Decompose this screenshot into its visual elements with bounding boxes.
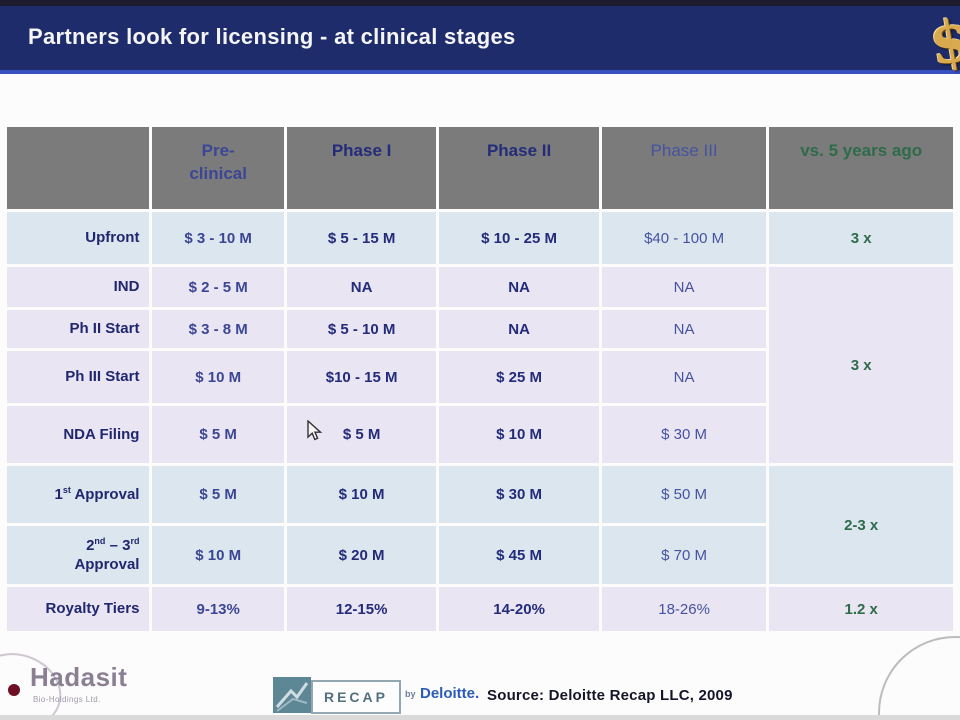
row-upfront: Upfront $ 3 - 10 M $ 5 - 15 M $ 10 - 25 M $4…	[7, 212, 953, 264]
slide-title: Partners look for licensing - at clinica…	[28, 24, 516, 49]
cell-ph2start-p3: NA	[601, 310, 767, 348]
row-ph2start: Ph II Start $ 3 - 8 M $ 5 - 10 M NA NA	[7, 310, 953, 348]
table-header-vs-5-years-ago: vs. 5 years ago	[769, 127, 953, 209]
row-app1: 1st Approval $ 5 M $ 10 M $ 30 M $ 50 M 2-3 x	[7, 466, 953, 584]
hadasit-tagline: Bio-Holdings Ltd.	[33, 695, 101, 704]
title-bar: Partners look for licensing - at clinica…	[0, 5, 960, 79]
row-label-royalty: Royalty Tiers	[7, 587, 150, 631]
cell-ind-pre: $ 2 - 5 M	[152, 267, 284, 307]
cell-ph3start-pre: $ 10 M	[152, 351, 284, 403]
cell-upfront-vs5years: 3 x	[769, 212, 953, 264]
top-video-strip	[0, 0, 960, 6]
cell-royalty-p3: 18-26%	[601, 587, 767, 631]
cell-app1-pre: $ 5 M	[152, 466, 284, 523]
source-text: Source: Deloitte Recap LLC, 2009	[487, 687, 733, 704]
table-header-phase-ii: Phase II	[439, 127, 599, 209]
cell-ph3start-p3: NA	[601, 351, 767, 403]
cell-ndafiling-pre: $ 5 M	[152, 406, 284, 463]
cell-ndafiling-p3: $ 30 M	[601, 406, 767, 463]
cell-ind-vs5years: 3 x	[769, 267, 953, 463]
cell-royalty-pre: 9-13%	[152, 587, 284, 631]
row-label-ind: IND	[7, 267, 150, 307]
table-header-phase-i: Phase I	[286, 127, 437, 209]
cell-upfront-pre: $ 3 - 10 M	[152, 212, 284, 264]
cell-ph2start-p2: NA	[439, 310, 599, 348]
recap-by-label: by	[405, 689, 416, 699]
table-header-row: Pre- clinical Phase I Phase II Phase III vs.…	[7, 127, 953, 209]
cell-app2-p1: $ 20 M	[286, 526, 437, 584]
cell-royalty-p1: 12-15%	[286, 587, 437, 631]
recap-wordmark: RECAP	[311, 680, 401, 714]
cell-upfront-p2: $ 10 - 25 M	[439, 212, 599, 264]
cell-app1-vs5years: 2-3 x	[769, 466, 953, 584]
row-ind: IND $ 2 - 5 M NA NA NA 3 x	[7, 267, 953, 463]
hadasit-logo: Hadasit	[30, 662, 128, 692]
cell-upfront-p3: $40 - 100 M	[601, 212, 767, 264]
row-ph3start: Ph III Start $ 10 M $10 - 15 M $ 25 M NA	[7, 351, 953, 403]
row-label-ndafiling: NDA Filing	[7, 406, 150, 463]
table-header-pre-clinical: Pre- clinical	[152, 127, 284, 209]
cell-ndafiling-p2: $ 10 M	[439, 406, 599, 463]
table-header-empty	[7, 127, 150, 209]
row-app2: 2nd – 3rd Approval $ 10 M $ 20 M $ 45 M $ 70 …	[7, 526, 953, 584]
dollar-sign-icon: $	[924, 5, 960, 79]
cell-ph3start-p2: $ 25 M	[439, 351, 599, 403]
cell-ph2start-p1: $ 5 - 10 M	[286, 310, 437, 348]
cell-app2-pre: $ 10 M	[152, 526, 284, 584]
cell-app1-p1: $ 10 M	[286, 466, 437, 523]
mouse-cursor	[305, 419, 325, 447]
row-label-ph2start: Ph II Start	[7, 310, 150, 348]
cell-ph3start-p1: $10 - 15 M	[286, 351, 437, 403]
recap-deloitte-logo: RECAP	[273, 677, 401, 714]
cell-ind-p2: NA	[439, 267, 599, 307]
licensing-table-wrap: Pre- clinical Phase I Phase II Phase III vs.…	[4, 124, 956, 634]
cell-app1-p3: $ 50 M	[601, 466, 767, 523]
cell-ph2start-pre: $ 3 - 8 M	[152, 310, 284, 348]
row-royalty: Royalty Tiers 9-13% 12-15% 14-20% 18-26% 1.2 …	[7, 587, 953, 631]
table-header-phase-iii: Phase III	[601, 127, 767, 209]
bottom-video-strip	[0, 715, 960, 720]
cell-royalty-p2: 14-20%	[439, 587, 599, 631]
row-label-app2: 2nd – 3rd Approval	[7, 526, 150, 584]
cell-app1-p2: $ 30 M	[439, 466, 599, 523]
cell-upfront-p1: $ 5 - 15 M	[286, 212, 437, 264]
recap-logo-icon	[273, 677, 311, 713]
cell-ind-p3: NA	[601, 267, 767, 307]
row-label-ph3start: Ph III Start	[7, 351, 150, 403]
deloitte-wordmark: Deloitte.	[420, 685, 480, 702]
cell-ind-p1: NA	[286, 267, 437, 307]
row-label-app1: 1st Approval	[7, 466, 150, 523]
cell-app2-p3: $ 70 M	[601, 526, 767, 584]
row-label-upfront: Upfront	[7, 212, 150, 264]
cell-app2-p2: $ 45 M	[439, 526, 599, 584]
cell-royalty-vs5years: 1.2 x	[769, 587, 953, 631]
corner-arc-decoration	[878, 636, 960, 720]
licensing-table: Pre- clinical Phase I Phase II Phase III vs.…	[4, 124, 956, 634]
row-ndafiling: NDA Filing $ 5 M $ 5 M $ 10 M $ 30 M	[7, 406, 953, 463]
hadasit-logo-dot	[8, 684, 20, 696]
